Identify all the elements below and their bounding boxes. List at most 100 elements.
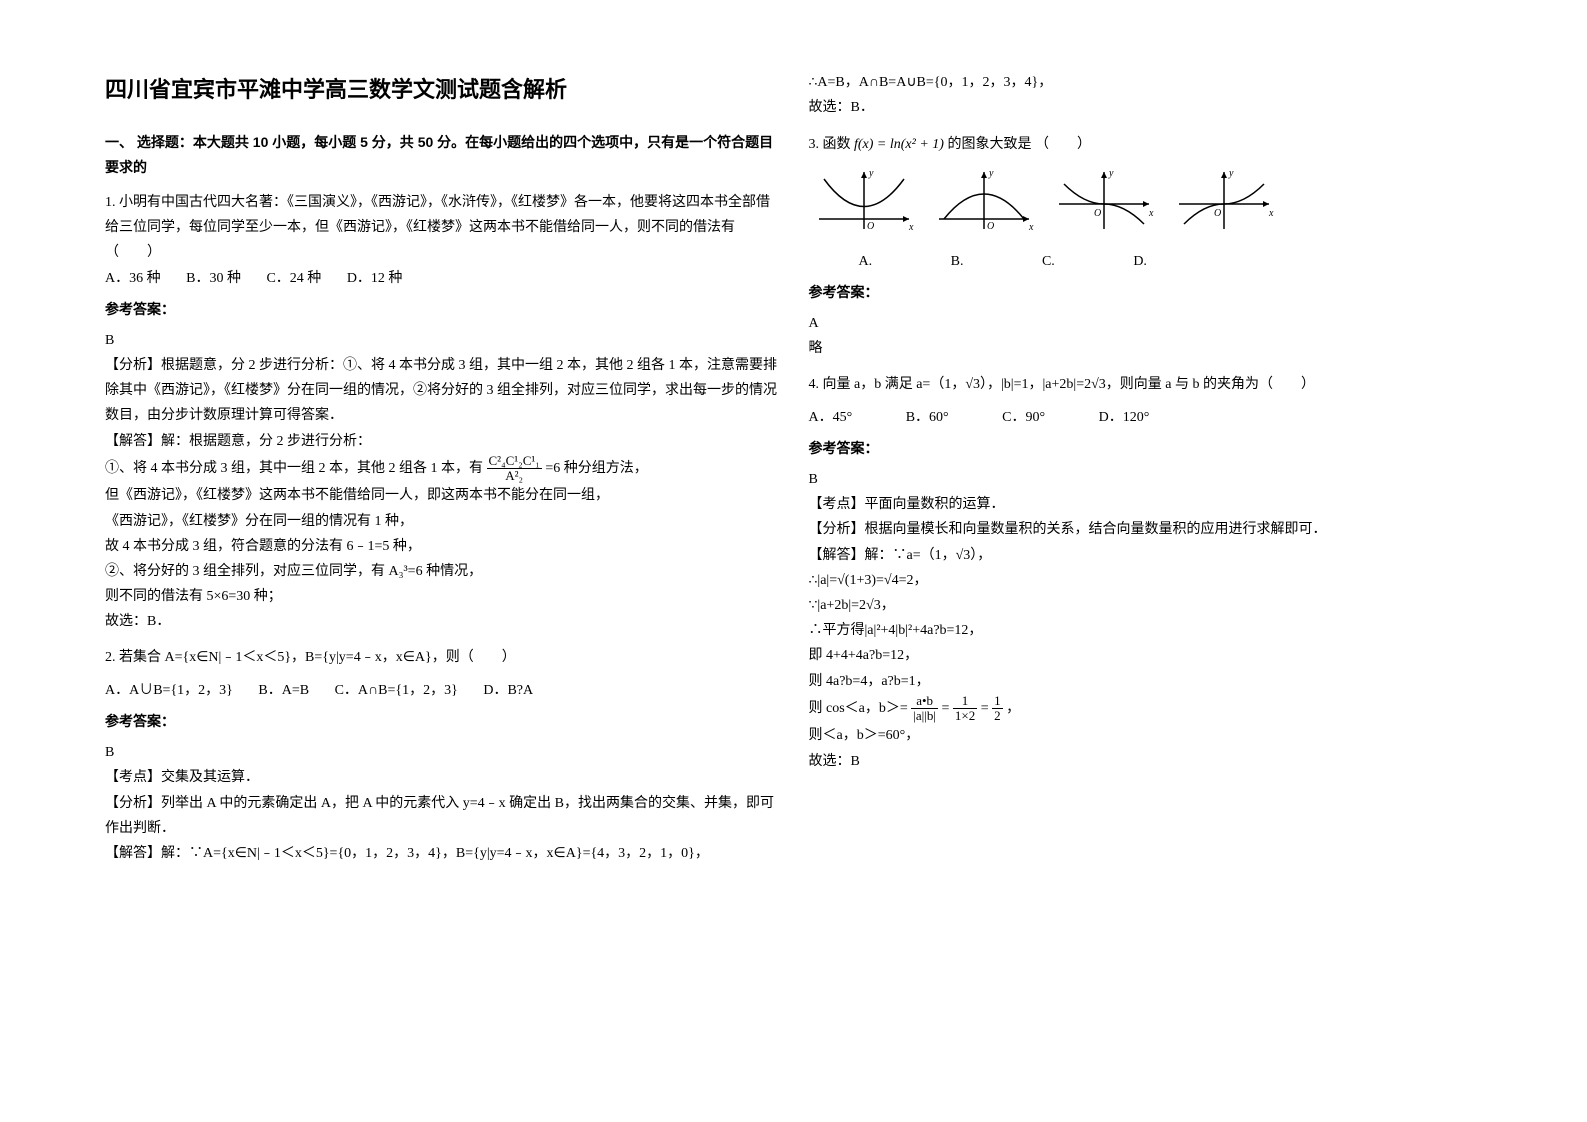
q3-text: 3. 函数 f(x) = ln(x² + 1) 的图象大致是 （ ）	[809, 132, 1483, 157]
f1-num: a•b	[911, 694, 938, 709]
svg-text:y: y	[868, 168, 874, 179]
chart-d: y x O	[1169, 164, 1279, 243]
svg-text:y: y	[1108, 168, 1114, 179]
q1-text: 1. 小明有中国古代四大名著：《三国演义》，《西游记》，《水浒传》，《红楼梦》各…	[105, 190, 779, 266]
q4-opt-b: B．60°	[906, 410, 949, 425]
f2-num: 1	[953, 694, 977, 709]
q3-lbl-b: B.	[951, 254, 964, 269]
q3-charts: y x O y x O	[809, 164, 1483, 243]
q2-solve: 【解答】解：∵A={x∈N|﹣1＜x＜5}={0，1，2，3，4}，B={y|y…	[105, 841, 779, 866]
q1-answer: B	[105, 328, 779, 353]
q1-step1: ①、将 4 本书分成 3 组，其中一组 2 本，其他 2 组各 1 本，有 C²…	[105, 454, 779, 484]
q2-opt-c: C．A∩B={1，2，3}	[335, 683, 458, 698]
q4-s2: ∴|a|=√(1+3)=√4=2，	[809, 568, 1483, 593]
chart-d-svg: y x O	[1169, 164, 1279, 234]
q4-kp: 【考点】平面向量数积的运算．	[809, 492, 1483, 517]
q1-solve-label: 【解答】解：根据题意，分 2 步进行分析：	[105, 429, 779, 454]
q2-answer-label: 参考答案：	[105, 709, 779, 734]
svg-text:y: y	[1228, 168, 1234, 179]
q4-s4: ∴平方得|a|²+4|b|²+4a?b=12，	[809, 618, 1483, 643]
svg-text:y: y	[988, 168, 994, 179]
question-3: 3. 函数 f(x) = ln(x² + 1) 的图象大致是 （ ） y x O	[809, 132, 1483, 361]
svg-text:x: x	[1028, 222, 1034, 233]
q1-answer-label: 参考答案：	[105, 297, 779, 322]
question-1: 1. 小明有中国古代四大名著：《三国演义》，《西游记》，《水浒传》，《红楼梦》各…	[105, 190, 779, 635]
f1-den: |a||b|	[911, 709, 938, 723]
q2-analysis: 【分析】列举出 A 中的元素确定出 A，把 A 中的元素代入 y=4﹣x 确定出…	[105, 791, 779, 841]
f2-den: 1×2	[953, 709, 977, 723]
q1-options: A．36 种 B．30 种 C．24 种 D．12 种	[105, 266, 779, 291]
q4-options: A．45° B．60° C．90° D．120°	[809, 405, 1483, 430]
combination-fraction: C²₄C¹₂C¹₁ A²₂	[487, 454, 542, 484]
chart-a: y x O	[809, 164, 919, 243]
q3-answer: A	[809, 311, 1483, 336]
q3-text-b: 的图象大致是 （ ）	[947, 137, 1091, 152]
chart-a-svg: y x O	[809, 164, 919, 234]
svg-text:O: O	[867, 221, 874, 232]
q3-lbl-d: D.	[1133, 254, 1147, 269]
q1-step3: 《西游记》，《红楼梦》分在同一组的情况有 1 种，	[105, 509, 779, 534]
q2-continue-2: 故选：B．	[809, 95, 1483, 120]
q1-s1b: =6 种分组方法，	[545, 461, 647, 476]
q4-text: 4. 向量 a，b 满足 a=（1，√3），|b|=1，|a+2b|=2√3，则…	[809, 372, 1483, 397]
q1-opt-c: C．24 种	[266, 271, 321, 286]
q4-s9: 故选：B	[809, 749, 1483, 774]
q1-step6: 则不同的借法有 5×6=30 种；	[105, 584, 779, 609]
q2-answer: B	[105, 740, 779, 765]
q2-opt-d: D．B?A	[483, 683, 533, 698]
q1-step7: 故选：B．	[105, 609, 779, 634]
frac-num: C²₄C¹₂C¹₁	[487, 454, 542, 469]
q3-lbl-c: C.	[1042, 254, 1055, 269]
q1-opt-d: D．12 种	[347, 271, 403, 286]
svg-text:x: x	[1268, 208, 1274, 219]
page-title: 四川省宜宾市平滩中学高三数学文测试题含解析	[105, 70, 779, 110]
q1-opt-a: A．36 种	[105, 271, 161, 286]
f3-den: 2	[992, 709, 1003, 723]
chart-b-svg: y x O	[929, 164, 1039, 234]
q3-lbl-a: A.	[859, 254, 873, 269]
q4-answer: B	[809, 467, 1483, 492]
q3-formula: f(x) = ln(x² + 1)	[854, 137, 944, 152]
q2-options: A．A∪B={1，2，3} B．A=B C．A∩B={1，2，3} D．B?A	[105, 678, 779, 703]
q2-opt-a: A．A∪B={1，2，3}	[105, 683, 233, 698]
q1-analysis: 【分析】根据题意，分 2 步进行分析：①、将 4 本书分成 3 组，其中一组 2…	[105, 353, 779, 429]
left-column: 四川省宜宾市平滩中学高三数学文测试题含解析 一、 选择题：本大题共 10 小题，…	[90, 70, 794, 1052]
svg-text:O: O	[1094, 208, 1101, 219]
q4-s6: 则 4a?b=4，a?b=1，	[809, 669, 1483, 694]
q4-opt-d: D．120°	[1099, 410, 1150, 425]
q1-step5: ②、将分好的 3 组全排列，对应三位同学，有 A₃³=6 种情况，	[105, 559, 779, 584]
section-1-header: 一、 选择题：本大题共 10 小题，每小题 5 分，共 50 分。在每小题给出的…	[105, 130, 779, 180]
chart-c: y x O	[1049, 164, 1159, 243]
q2-text: 2. 若集合 A={x∈N|﹣1＜x＜5}，B={y|y=4﹣x，x∈A}，则（…	[105, 645, 779, 670]
q2-continue-1: ∴A=B，A∩B=A∪B={0，1，2，3，4}，	[809, 70, 1483, 95]
q3-answer-label: 参考答案：	[809, 280, 1483, 305]
q4-opt-a: A．45°	[809, 410, 853, 425]
q3-text-a: 3. 函数	[809, 137, 855, 152]
cos-fraction-2: 1 1×2	[953, 694, 977, 724]
chart-c-svg: y x O	[1049, 164, 1159, 234]
q4-s7a: 则 cos＜a，b＞=	[809, 701, 912, 716]
q4-s1: 【解答】解：∵a=（1，√3），	[809, 543, 1483, 568]
svg-text:x: x	[908, 222, 914, 233]
q4-opt-c: C．90°	[1002, 410, 1045, 425]
right-column: ∴A=B，A∩B=A∪B={0，1，2，3，4}， 故选：B． 3. 函数 f(…	[794, 70, 1498, 1052]
q4-s7: 则 cos＜a，b＞= a•b |a||b| = 1 1×2 = 1 2 ，	[809, 694, 1483, 724]
question-4: 4. 向量 a，b 满足 a=（1，√3），|b|=1，|a+2b|=2√3，则…	[809, 372, 1483, 774]
q4-s7b: ，	[1006, 701, 1020, 716]
cos-fraction-1: a•b |a||b|	[911, 694, 938, 724]
q4-s3: ∵|a+2b|=2√3，	[809, 593, 1483, 618]
svg-text:O: O	[1214, 208, 1221, 219]
q2-opt-b: B．A=B	[258, 683, 309, 698]
q1-s1a: ①、将 4 本书分成 3 组，其中一组 2 本，其他 2 组各 1 本，有	[105, 461, 483, 476]
frac-den: A²₂	[487, 469, 542, 483]
q1-opt-b: B．30 种	[186, 271, 241, 286]
q4-s8: 则＜a，b＞=60°，	[809, 723, 1483, 748]
svg-text:O: O	[987, 221, 994, 232]
q3-option-labels: A. B. C. D.	[809, 249, 1483, 274]
cos-fraction-3: 1 2	[992, 694, 1003, 724]
chart-b: y x O	[929, 164, 1039, 243]
q4-s5: 即 4+4+4a?b=12，	[809, 643, 1483, 668]
question-2: 2. 若集合 A={x∈N|﹣1＜x＜5}，B={y|y=4﹣x，x∈A}，则（…	[105, 645, 779, 867]
q1-step2: 但《西游记》，《红楼梦》这两本书不能借给同一人，即这两本书不能分在同一组，	[105, 483, 779, 508]
q4-analysis: 【分析】根据向量模长和向量数量积的关系，结合向量数量积的应用进行求解即可．	[809, 517, 1483, 542]
